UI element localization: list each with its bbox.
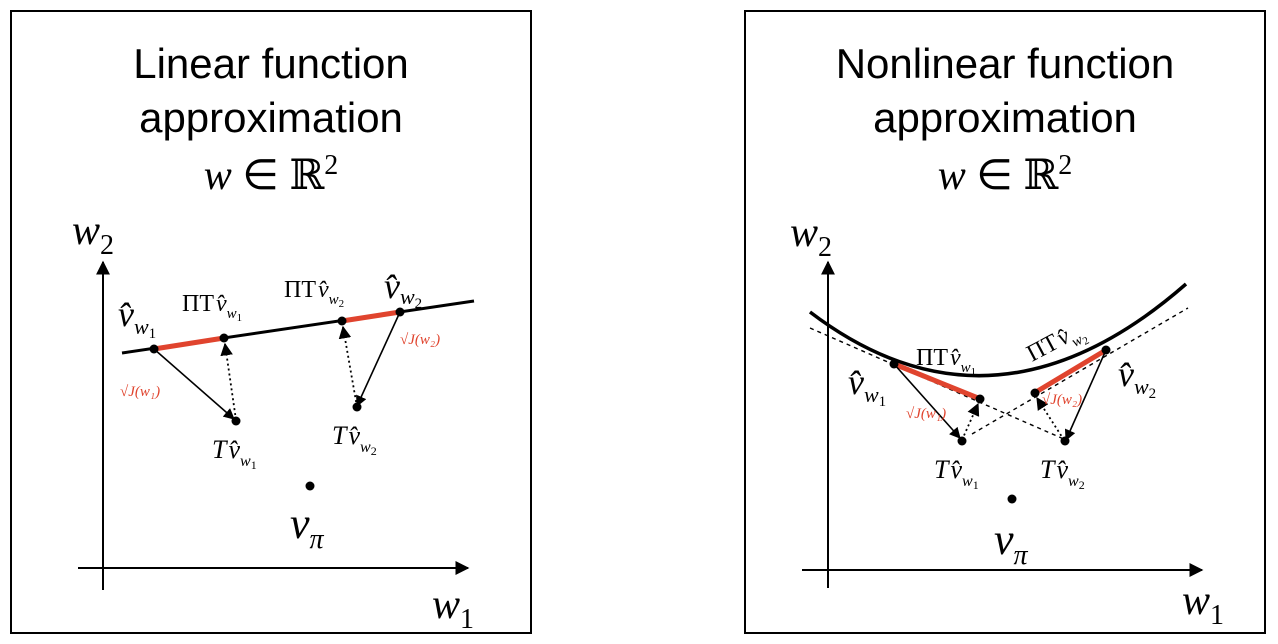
label-error-1: √J(w₁) (120, 384, 160, 400)
error-segment-2 (1034, 347, 1108, 395)
label-v-pi: vπ (290, 499, 325, 555)
x-axis-label: w1 (1182, 578, 1224, 631)
v-pi-point (305, 481, 315, 491)
x-axis-label: w1 (432, 582, 474, 635)
nonlinear-panel: Nonlinear function approximation w ∈ ℝ2 … (744, 10, 1266, 634)
linear-diagram: w2 w1 v̂w1 ΠTv̂w1 ΠTv̂w2 v̂w2 Tv̂w1 Tv̂w… (72, 208, 475, 635)
nonlinear-param-space: w ∈ ℝ2 (937, 150, 1073, 199)
label-t-v-hat-w2: Tv̂w2 (332, 421, 377, 458)
linear-param-space: w ∈ ℝ2 (203, 150, 339, 199)
error-segment-1 (893, 361, 979, 401)
label-t-v-hat-w1: Tv̂w1 (212, 435, 257, 472)
projection-arrow-1 (961, 402, 980, 441)
v-hat-w2-point (1101, 345, 1111, 355)
error-segment-2 (341, 309, 401, 324)
linear-title-line2: approximation (139, 94, 403, 141)
nonlinear-diagram: w2 w1 v̂w1 ΠTv̂w1 ΠTv̂w2 v̂w2 Tv̂w1 Tv̂w… (790, 210, 1224, 631)
pi-t-v-hat-w2-point (337, 316, 347, 326)
tangent-line-2 (971, 307, 1189, 435)
nonlinear-title-line1: Nonlinear function (835, 40, 1175, 87)
linear-title-line1: Linear function (133, 40, 409, 87)
label-t-v-hat-w2: Tv̂w2 (1040, 455, 1085, 492)
bellman-arrow-1 (893, 363, 961, 439)
v-hat-w1-point (889, 359, 899, 369)
t-v-hat-w1-point (957, 436, 967, 446)
y-axis-label: w2 (72, 208, 114, 261)
label-v-hat-w2: v̂w2 (384, 266, 422, 312)
label-t-v-hat-w1: Tv̂w1 (934, 455, 979, 492)
t-v-hat-w1-point (231, 416, 241, 426)
projection-arrow-1 (220, 342, 237, 421)
approximation-manifold-curve (808, 282, 1188, 378)
projection-arrow-2 (1036, 396, 1065, 441)
v-hat-w2-point (395, 307, 405, 317)
label-pi-t-v-hat-w1: ΠTv̂w1 (182, 291, 242, 324)
label-error-2: √J(w₂) (1042, 392, 1082, 408)
pi-t-v-hat-w1-point (975, 394, 985, 404)
label-v-hat-w1: v̂w1 (848, 362, 886, 410)
label-error-1: √J(w₁) (906, 406, 946, 422)
label-pi-t-v-hat-w2: ΠTv̂w2 (284, 277, 344, 310)
label-v-hat-w2: v̂w2 (1118, 354, 1156, 402)
bellman-arrow-2 (356, 311, 401, 408)
t-v-hat-w2-point (1060, 436, 1070, 446)
label-v-pi: vπ (994, 515, 1029, 571)
pi-t-v-hat-w1-point (219, 333, 229, 343)
bellman-arrow-2 (1064, 349, 1107, 442)
label-error-2: √J(w₂) (400, 332, 440, 348)
label-pi-t-v-hat-w1: ΠTv̂w1 (916, 345, 976, 378)
y-axis-label: w2 (790, 210, 832, 263)
error-segment-1 (153, 335, 225, 352)
bellman-arrow-1 (153, 348, 235, 420)
pi-t-v-hat-w2-point (1030, 388, 1040, 398)
linear-panel: Linear function approximation w ∈ ℝ2 w2 … (10, 10, 532, 635)
t-v-hat-w2-point (352, 402, 362, 412)
nonlinear-title-line2: approximation (873, 94, 1137, 141)
projection-arrow-2 (338, 325, 358, 408)
label-v-hat-w1: v̂w1 (118, 294, 156, 342)
v-pi-point (1007, 494, 1017, 504)
v-hat-w1-point (149, 344, 159, 354)
